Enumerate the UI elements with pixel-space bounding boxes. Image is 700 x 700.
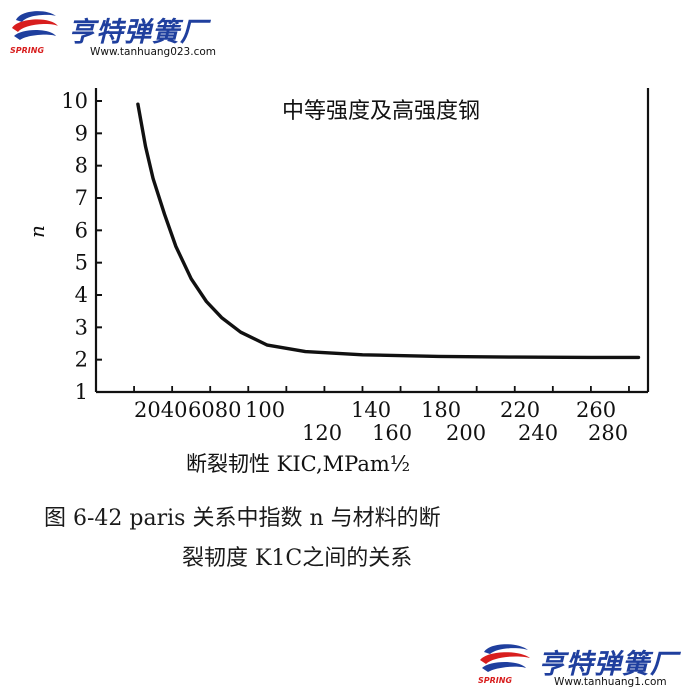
y-tick-label-5: 5	[75, 251, 88, 275]
brand-header: SPRING 亨特弹簧厂 Www.tanhuang023.com	[6, 6, 216, 58]
brand-name: 亨特弹簧厂	[538, 649, 678, 680]
y-tick-label-2: 2	[75, 348, 88, 372]
x-tick-label-220: 220	[500, 398, 540, 422]
series-layer	[136, 102, 641, 360]
chart-title: 中等强度及高强度钢	[282, 99, 480, 124]
x-ticks: 2040 6080 100 140 180 220 260 120 160 200 240 280	[133, 386, 630, 445]
x-tick-label-280: 280	[588, 421, 628, 445]
series-line-0	[136, 102, 641, 360]
x-tick-label-180: 180	[421, 398, 461, 422]
y-tick-label-8: 8	[75, 154, 88, 178]
y-tick-label-9: 9	[75, 121, 88, 145]
brand-tag: SPRING	[478, 676, 513, 685]
spring-logo-icon	[12, 11, 58, 40]
x-tick-label-6080: 6080	[188, 398, 241, 422]
axes	[94, 88, 650, 394]
x-tick-label-240: 240	[518, 421, 558, 445]
y-axis-label: n	[25, 225, 49, 238]
y-tick-label-4: 4	[75, 283, 88, 307]
y-ticks: 1 2 3 4 5 6 7 8 9 10	[61, 89, 102, 404]
x-tick-label-120: 120	[302, 421, 342, 445]
spring-logo-icon	[480, 644, 530, 672]
x-tick-label-200: 200	[446, 421, 486, 445]
brand-name: 亨特弹簧厂	[68, 17, 208, 48]
x-tick-label-160: 160	[372, 421, 412, 445]
brand-footer: SPRING 亨特弹簧厂 Www.tanhuang1.com	[474, 640, 678, 688]
figure-caption-line2: 裂韧度 K1C之间的关系	[182, 546, 413, 571]
x-tick-label-260: 260	[576, 398, 616, 422]
x-tick-label-100: 100	[245, 398, 285, 422]
x-axis-label: 断裂韧性 KIC,MPam½	[186, 452, 411, 476]
y-tick-label-1: 1	[75, 380, 88, 404]
x-tick-label-140: 140	[351, 398, 391, 422]
y-tick-label-6: 6	[75, 218, 88, 242]
y-tick-label-7: 7	[75, 186, 88, 210]
y-tick-label-10: 10	[61, 89, 88, 113]
x-tick-label-2040: 2040	[134, 398, 187, 422]
brand-tag: SPRING	[10, 46, 45, 55]
brand-url: Www.tanhuang1.com	[554, 676, 667, 688]
brand-url: Www.tanhuang023.com	[90, 46, 217, 58]
figure-caption-line1: 图 6-42 paris 关系中指数 n 与材料的断	[44, 506, 441, 531]
y-tick-label-3: 3	[75, 315, 88, 339]
